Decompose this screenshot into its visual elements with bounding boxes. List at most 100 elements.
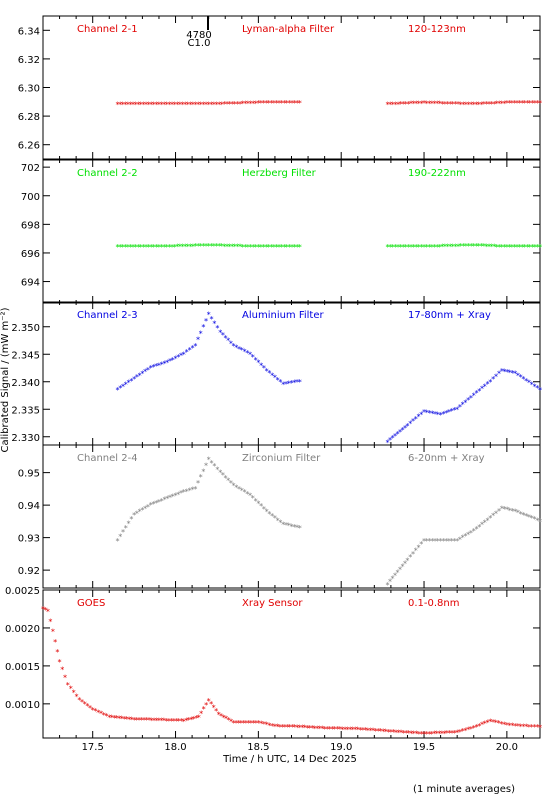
data-point: * [234,483,239,492]
data-point: * [151,500,156,509]
data-point: * [532,382,537,391]
data-point: * [191,715,196,724]
data-point: * [264,721,269,730]
data-point: * [388,578,393,587]
data-point: * [491,718,496,727]
data-point: * [292,243,297,252]
data-point: * [219,242,224,251]
data-point: * [122,715,127,724]
data-point: * [204,101,209,110]
data-point: * [433,537,438,546]
data-point: * [230,100,235,109]
data-point: * [530,243,535,252]
data-point: * [284,99,289,108]
data-point: * [469,725,474,734]
data-point: * [409,729,414,738]
data-point: * [222,242,227,251]
data-point: * [532,243,537,252]
data-point: * [215,465,220,474]
data-point: * [388,436,393,445]
data-point: * [253,243,258,252]
y-tick-label: 6.34 [18,26,40,37]
data-point: * [297,723,302,732]
data-point: * [437,100,442,109]
data-point: * [422,408,427,417]
data-point: * [343,725,348,734]
data-point: * [201,467,206,476]
data-point: * [119,715,124,724]
data-point: * [510,243,515,252]
data-point: * [270,722,275,731]
data-point: * [398,100,403,109]
data-point: * [196,101,201,110]
data-point: * [442,729,447,738]
data-point: * [173,491,178,500]
data-point: * [453,242,458,251]
data-point: * [414,100,419,109]
data-point: * [325,725,330,734]
data-point: * [55,648,60,657]
data-point: * [482,720,487,729]
data-point: * [461,100,466,109]
data-point: * [507,506,512,515]
data-point: * [469,242,474,251]
data-point: * [209,242,214,251]
panel-filter: Xray Sensor [242,598,303,609]
data-point: * [315,724,320,733]
data-point: * [132,511,137,520]
data-point: * [489,243,494,252]
data-point: * [524,377,529,386]
data-point: * [185,101,190,110]
data-point: * [278,518,283,527]
data-point: * [363,726,368,735]
data-point: * [297,524,302,533]
data-point: * [121,528,126,537]
data-point: * [157,717,162,726]
data-point: * [515,243,520,252]
y-tick-label: 6.32 [18,55,40,66]
data-point: * [513,370,518,379]
data-point: * [176,717,181,726]
data-point: * [476,100,481,109]
data-point: * [123,243,128,252]
data-point: * [485,718,490,727]
data-point: * [261,364,266,373]
data-point: * [413,415,418,424]
data-point: * [527,99,532,108]
data-point: * [502,367,507,376]
data-point: * [463,398,468,407]
data-point: * [204,461,209,470]
data-point: * [535,243,540,252]
data-point: * [463,242,468,251]
data-point: * [211,242,216,251]
data-point: * [281,381,286,390]
data-point: * [184,487,189,496]
data-point: * [273,374,278,383]
data-point: * [452,729,457,738]
data-point: * [290,723,295,732]
data-point: * [494,372,499,381]
data-point: * [250,494,255,503]
data-point: * [137,508,142,517]
y-tick-label: 2.330 [11,433,40,444]
data-point: * [513,508,518,517]
data-point: * [535,99,540,108]
data-point: * [434,730,439,739]
data-point: * [497,100,502,109]
data-point: * [238,243,243,252]
data-point: * [129,515,134,524]
data-point: * [487,242,492,251]
data-point: * [332,725,337,734]
data-point: * [474,525,479,534]
data-point: * [510,722,515,731]
data-point: * [74,692,79,701]
data-point: * [101,711,106,720]
data-point: * [140,370,145,379]
data-point: * [128,243,133,252]
data-point: * [345,725,350,734]
panel-2: 694 696 698 700 702 Channel 2-2 Herzberg Filte… [21,159,543,304]
data-point: * [390,434,395,443]
data-point: * [393,100,398,109]
panel-band: 190-222nm [408,168,466,179]
data-point: * [515,509,520,518]
